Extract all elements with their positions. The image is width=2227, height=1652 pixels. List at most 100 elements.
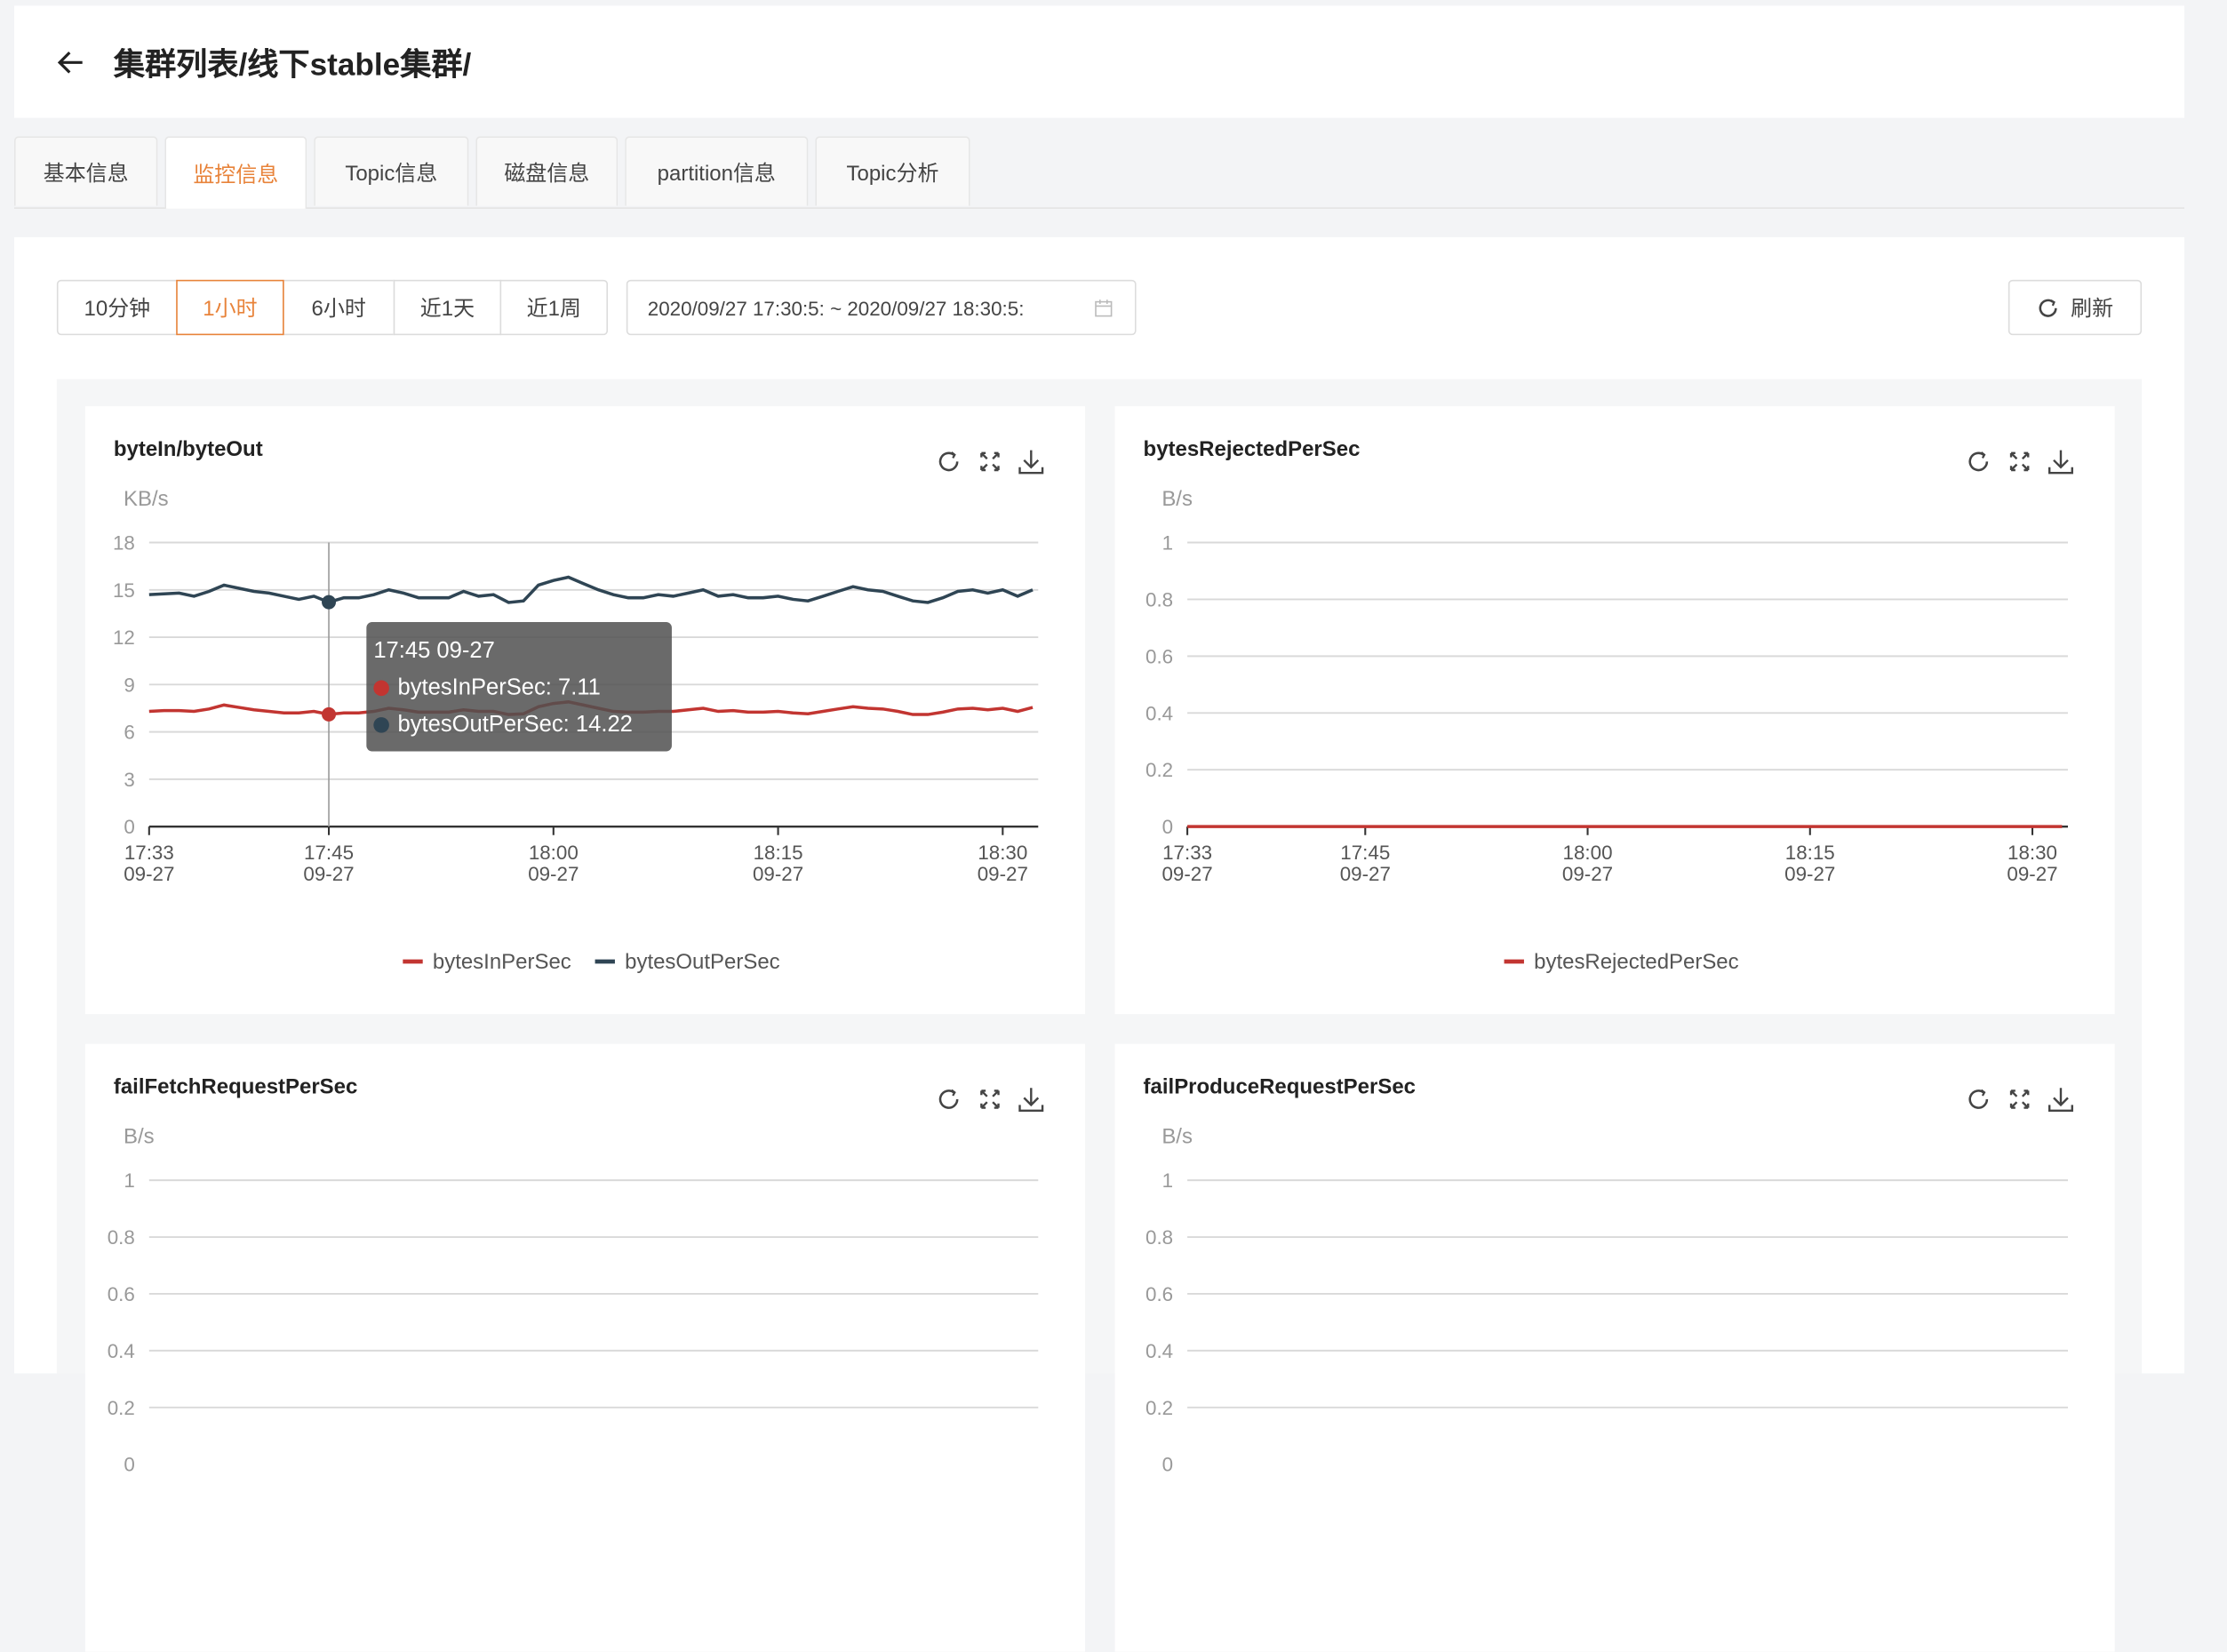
- series-line-bytesOutPerSec: [148, 575, 1034, 604]
- y-tick-label: 0: [124, 816, 134, 838]
- tab-topic-info[interactable]: Topic信息: [314, 136, 469, 206]
- legend-item[interactable]: bytesInPerSec: [403, 950, 571, 974]
- tooltip-row-label: bytesInPerSec: 7.11: [397, 675, 601, 700]
- refresh-icon: [2039, 298, 2057, 316]
- refresh-icon[interactable]: [933, 1083, 964, 1114]
- legend-item[interactable]: bytesRejectedPerSec: [1504, 950, 1739, 974]
- y-tick-label: 0.6: [1145, 645, 1173, 667]
- chart-title: byteIn/byteOut: [113, 437, 263, 462]
- chart-card-fail-produce: failProduceRequestPerSec B/s 0 0.2 0.4 0.6 0.8…: [1114, 1043, 2115, 1652]
- tab-partition-info[interactable]: partition信息: [625, 136, 809, 206]
- x-tick-time: 17:45: [1340, 842, 1390, 864]
- chart-plot: KB/s036912151817:3309-2717:4509-2718:000…: [113, 487, 1039, 974]
- series-dot-icon: [373, 717, 389, 733]
- y-tick-label: 0.8: [108, 1226, 135, 1249]
- download-icon[interactable]: [1016, 446, 1047, 477]
- arrow-left-icon[interactable]: [54, 45, 88, 79]
- fullscreen-icon[interactable]: [2004, 446, 2035, 477]
- range-10min-button[interactable]: 10分钟: [56, 279, 178, 336]
- y-axis-unit: B/s: [1161, 1125, 1193, 1149]
- y-tick-label: 0.4: [1145, 1340, 1173, 1362]
- tooltip-row: bytesInPerSec: 7.11: [373, 670, 665, 707]
- hover-point: [322, 706, 337, 722]
- refresh-icon[interactable]: [1963, 1083, 1994, 1114]
- y-tick-label: 1: [124, 1169, 134, 1192]
- download-icon[interactable]: [2045, 1083, 2076, 1114]
- chart-card-fail-fetch: failFetchRequestPerSec B/s 0 0.2 0.4 0.6 0.8 1: [84, 1043, 1086, 1652]
- tab-monitor-info[interactable]: 监控信息: [164, 136, 307, 209]
- range-1week-button[interactable]: 近1周: [499, 279, 609, 336]
- y-tick-label: 1: [1162, 532, 1173, 555]
- download-icon[interactable]: [2045, 446, 2076, 477]
- range-1day-button[interactable]: 近1天: [393, 279, 502, 336]
- chart-card-byte-in-out: byteIn/byteOut KB/s 0 3 6 9 12 15 18 17:33 09-27 17…: [84, 406, 1086, 1015]
- y-tick-label: 0.2: [108, 1397, 135, 1419]
- x-tick-time: 18:00: [1563, 842, 1613, 864]
- date-range-value: 2020/09/27 17:30:5: ~ 2020/09/27 18:30:5…: [647, 296, 1025, 319]
- fullscreen-icon[interactable]: [974, 446, 1005, 477]
- legend-item[interactable]: bytesOutPerSec: [595, 950, 780, 974]
- chart-tooltip: 17:45 09-27 bytesInPerSec: 7.11 bytesOutPe…: [366, 622, 672, 752]
- x-tick-date: 09-27: [1784, 863, 1835, 885]
- legend-label: bytesInPerSec: [433, 950, 571, 974]
- refresh-icon[interactable]: [933, 446, 964, 477]
- y-tick-label: 0.8: [1145, 588, 1173, 611]
- y-tick-label: 1: [1162, 1169, 1173, 1192]
- refresh-button[interactable]: 刷新: [2007, 279, 2143, 336]
- tab-disk-info[interactable]: 磁盘信息: [475, 136, 619, 206]
- y-axis-unit: KB/s: [124, 487, 169, 511]
- chart-plot: B/s 0 0.2 0.4 0.6 0.8 1: [108, 1125, 1039, 1476]
- chart-grid: byteIn/byteOut KB/s 0 3 6 9 12 15 18 17:33 09-27 17…: [56, 379, 2143, 1652]
- calendar-icon[interactable]: [1094, 298, 1114, 317]
- refresh-icon[interactable]: [1963, 446, 1994, 477]
- y-tick-label: 3: [124, 769, 134, 791]
- chart-plot: B/s 0 0.2 0.4 0.6 0.8 1: [1145, 1125, 2068, 1476]
- tab-topic-analysis[interactable]: Topic分析: [815, 136, 970, 206]
- series-dot-icon: [373, 680, 389, 697]
- fullscreen-icon[interactable]: [2004, 1083, 2035, 1114]
- y-tick-label: 0.8: [1145, 1226, 1173, 1249]
- hover-point: [322, 595, 337, 610]
- x-tick-time: 18:15: [754, 842, 803, 864]
- x-tick-date: 09-27: [753, 863, 803, 885]
- tab-basic-info[interactable]: 基本信息: [13, 136, 158, 206]
- x-tick-time: 17:33: [124, 842, 174, 864]
- page-header: 集群列表/线下stable集群/: [13, 5, 2185, 118]
- legend-label: bytesOutPerSec: [625, 950, 780, 974]
- y-tick-label: 18: [113, 532, 135, 555]
- y-tick-label: 6: [124, 722, 134, 744]
- tooltip-row-label: bytesOutPerSec: 14.22: [397, 713, 633, 738]
- range-6hour-button[interactable]: 6小时: [283, 279, 395, 336]
- legend: bytesInPerSec bytesOutPerSec: [403, 950, 780, 974]
- y-tick-label: 0: [124, 1454, 134, 1476]
- x-tick-time: 17:33: [1162, 842, 1212, 864]
- range-1hour-button[interactable]: 1小时: [176, 279, 284, 336]
- x-tick-date: 09-27: [1562, 863, 1613, 885]
- x-tick-date: 09-27: [978, 863, 1028, 885]
- refresh-label: 刷新: [2071, 297, 2114, 322]
- download-icon[interactable]: [1016, 1083, 1047, 1114]
- fullscreen-icon[interactable]: [974, 1083, 1005, 1114]
- x-tick-date: 09-27: [124, 863, 174, 885]
- x-tick-time: 18:15: [1785, 842, 1835, 864]
- y-tick-label: 0.6: [1145, 1283, 1173, 1305]
- chart-card-bytes-rejected: bytesRejectedPerSec B/s 0 0.2 0.4 0.6 0.8 1 17:3…: [1114, 406, 2115, 1015]
- y-tick-label: 9: [124, 674, 134, 696]
- chart-title: bytesRejectedPerSec: [1143, 437, 1361, 462]
- page-title: 集群列表/线下stable集群/: [113, 46, 472, 83]
- x-tick-date: 09-27: [303, 863, 354, 885]
- chart-title: failProduceRequestPerSec: [1143, 1074, 1417, 1100]
- y-tick-label: 0.2: [1145, 759, 1173, 781]
- x-tick-time: 18:00: [529, 842, 579, 864]
- y-tick-label: 0.4: [108, 1340, 135, 1362]
- y-tick-label: 0.2: [1145, 1397, 1173, 1419]
- y-tick-label: 15: [113, 579, 135, 602]
- y-tick-label: 0.4: [1145, 702, 1173, 724]
- legend-label: bytesRejectedPerSec: [1534, 950, 1739, 974]
- x-tick-time: 18:30: [978, 842, 1027, 864]
- x-tick-date: 09-27: [1162, 863, 1213, 885]
- y-tick-label: 0.6: [108, 1283, 135, 1305]
- date-range-picker[interactable]: 2020/09/27 17:30:5: ~ 2020/09/27 18:30:5…: [626, 279, 1137, 336]
- chart-title: failFetchRequestPerSec: [113, 1074, 358, 1100]
- tooltip-row: bytesOutPerSec: 14.22: [373, 707, 665, 745]
